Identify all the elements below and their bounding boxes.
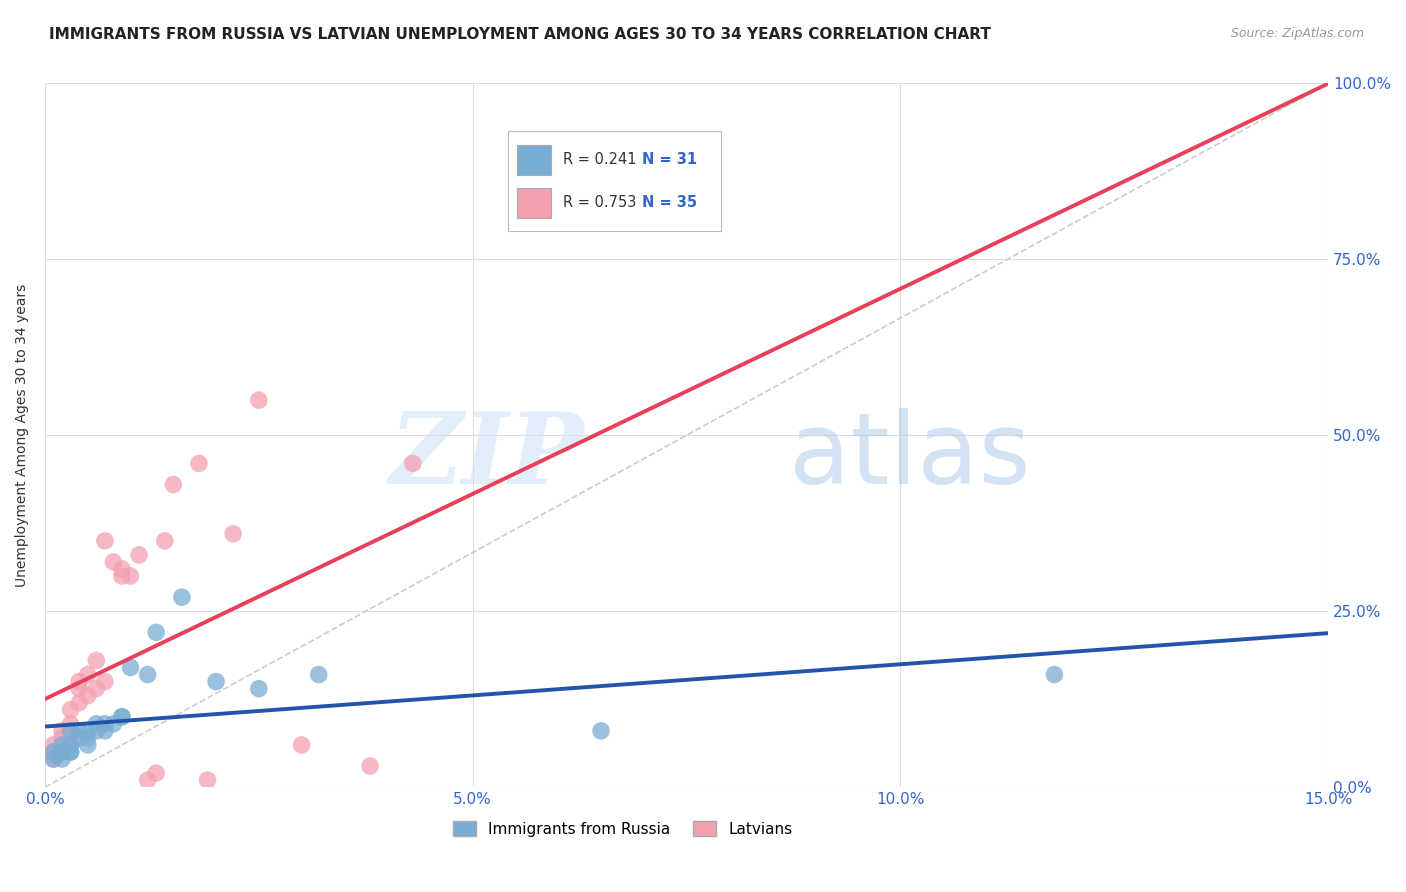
Point: [51, 723, 73, 738]
Point: [205, 674, 228, 689]
Point: [145, 766, 167, 780]
Text: N = 35: N = 35: [643, 195, 697, 211]
Point: [59, 745, 82, 759]
Text: ZIP: ZIP: [389, 409, 583, 505]
Point: [94, 533, 117, 548]
Point: [111, 569, 134, 583]
Point: [136, 667, 159, 681]
Point: [136, 773, 159, 788]
Point: [59, 738, 82, 752]
Point: [128, 548, 150, 562]
Point: [402, 457, 425, 471]
Point: [67, 731, 90, 745]
Point: [291, 738, 314, 752]
Point: [67, 696, 90, 710]
Point: [51, 752, 73, 766]
Point: [84, 681, 107, 696]
Point: [94, 716, 117, 731]
Point: [76, 667, 98, 681]
Text: IMMIGRANTS FROM RUSSIA VS LATVIAN UNEMPLOYMENT AMONG AGES 30 TO 34 YEARS CORRELA: IMMIGRANTS FROM RUSSIA VS LATVIAN UNEMPL…: [49, 27, 991, 42]
Point: [51, 745, 73, 759]
Point: [103, 555, 125, 569]
Point: [359, 759, 381, 773]
Point: [76, 738, 98, 752]
Point: [120, 569, 142, 583]
Point: [59, 703, 82, 717]
Point: [51, 731, 73, 745]
Point: [145, 625, 167, 640]
Point: [589, 723, 612, 738]
Y-axis label: Unemployment Among Ages 30 to 34 years: Unemployment Among Ages 30 to 34 years: [15, 284, 30, 587]
Point: [59, 723, 82, 738]
Point: [42, 745, 65, 759]
Point: [170, 590, 193, 604]
Point: [59, 716, 82, 731]
Point: [1043, 667, 1066, 681]
Point: [308, 667, 330, 681]
Point: [84, 653, 107, 667]
Text: atlas: atlas: [789, 408, 1031, 505]
Point: [59, 738, 82, 752]
Point: [111, 710, 134, 724]
Point: [59, 723, 82, 738]
Point: [67, 681, 90, 696]
Point: [111, 562, 134, 576]
Point: [94, 674, 117, 689]
Text: N = 31: N = 31: [643, 153, 697, 168]
Point: [103, 716, 125, 731]
Point: [51, 745, 73, 759]
Point: [67, 674, 90, 689]
FancyBboxPatch shape: [516, 188, 551, 218]
Point: [67, 723, 90, 738]
Point: [59, 745, 82, 759]
Point: [84, 723, 107, 738]
Text: R = 0.753: R = 0.753: [564, 195, 637, 211]
Point: [84, 716, 107, 731]
Point: [111, 710, 134, 724]
Point: [51, 745, 73, 759]
Point: [247, 681, 270, 696]
Point: [247, 393, 270, 408]
Point: [120, 660, 142, 674]
Point: [188, 457, 211, 471]
Point: [42, 745, 65, 759]
Point: [76, 723, 98, 738]
Legend: Immigrants from Russia, Latvians: Immigrants from Russia, Latvians: [447, 814, 799, 843]
Point: [76, 731, 98, 745]
Point: [42, 752, 65, 766]
Point: [153, 533, 176, 548]
Point: [42, 752, 65, 766]
Point: [197, 773, 219, 788]
Point: [51, 738, 73, 752]
Text: R = 0.241: R = 0.241: [564, 153, 637, 168]
Point: [42, 738, 65, 752]
Point: [94, 723, 117, 738]
FancyBboxPatch shape: [516, 145, 551, 175]
Point: [222, 526, 245, 541]
Point: [162, 477, 184, 491]
Text: Source: ZipAtlas.com: Source: ZipAtlas.com: [1230, 27, 1364, 40]
Point: [76, 689, 98, 703]
